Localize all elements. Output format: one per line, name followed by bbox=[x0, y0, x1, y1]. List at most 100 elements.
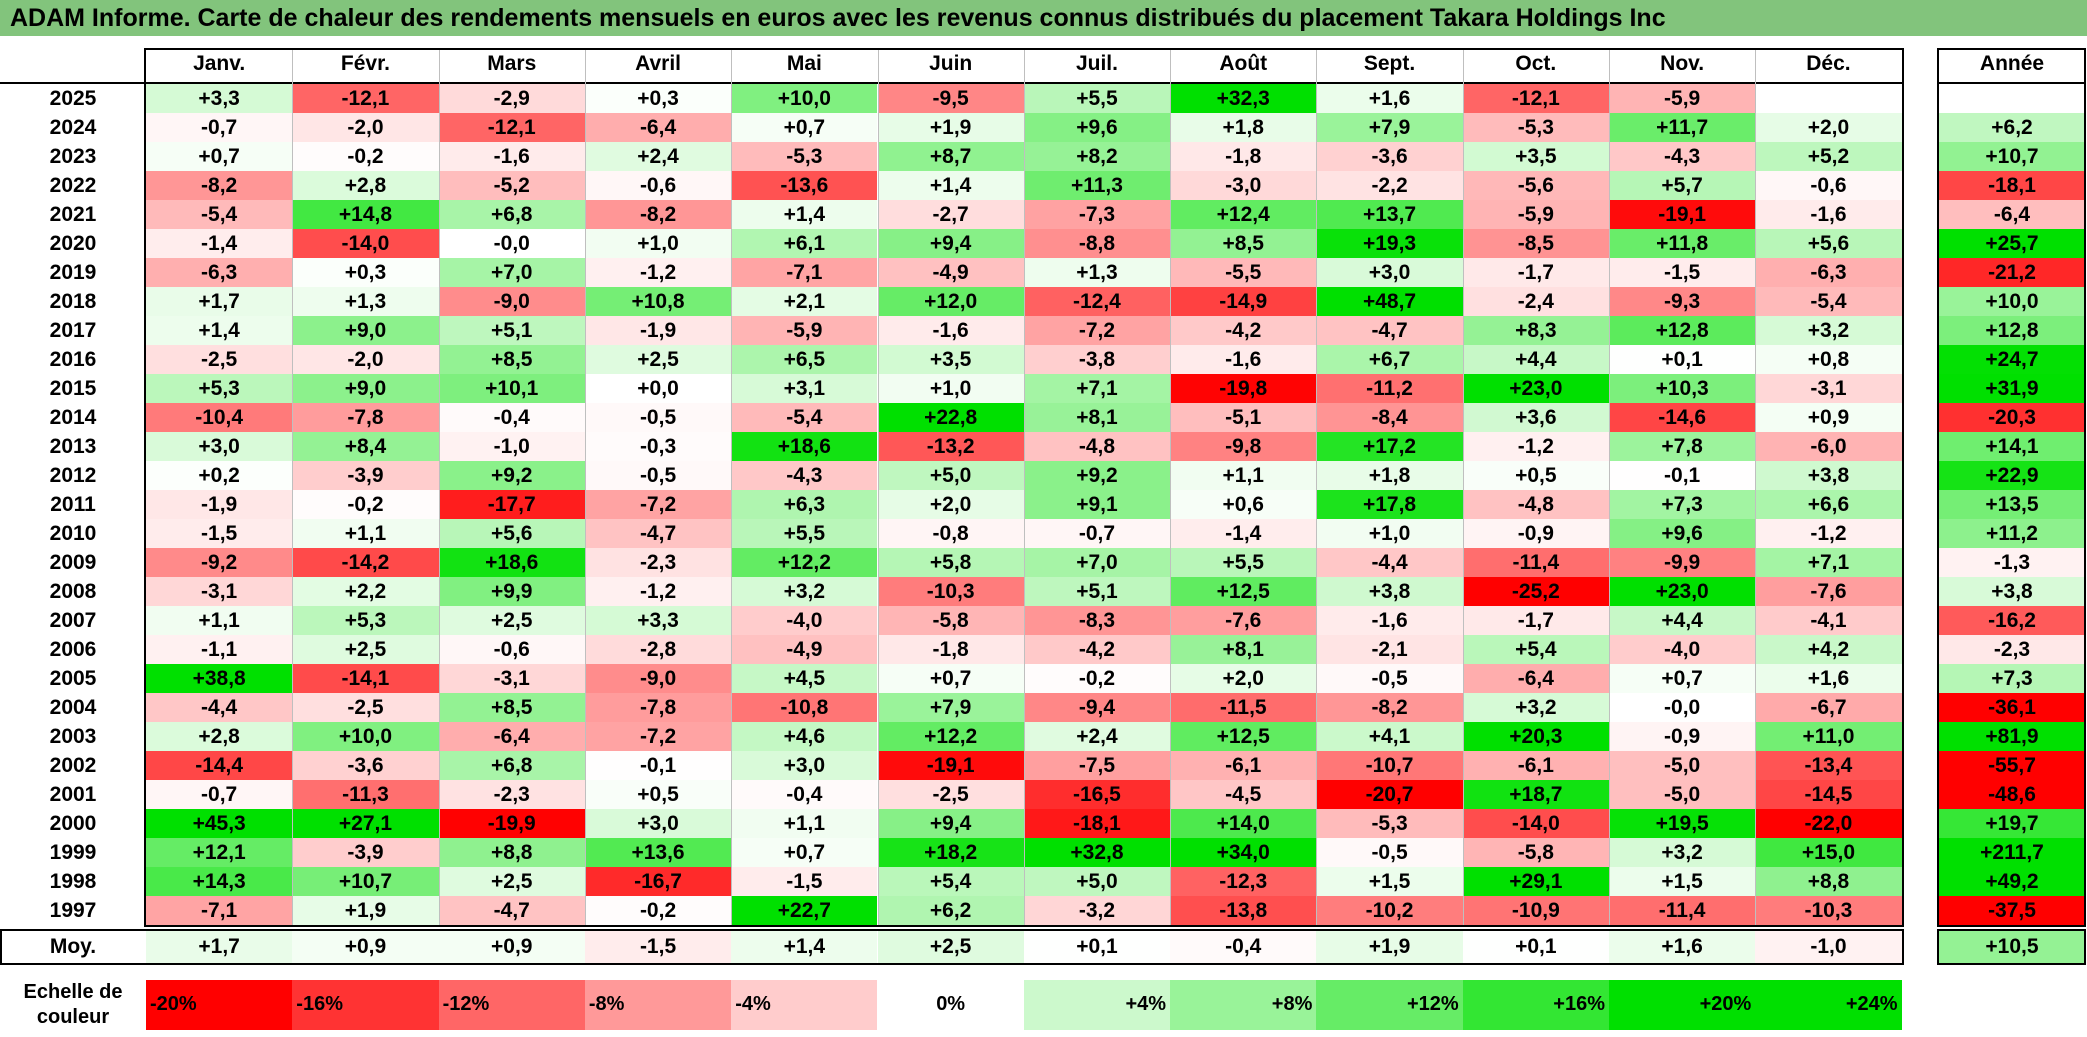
heatmap-cell: -9,0 bbox=[438, 287, 585, 316]
heatmap-cell: -3,1 bbox=[146, 577, 293, 606]
heatmap-cell: -8,2 bbox=[1316, 693, 1463, 722]
scale-cell: 0% bbox=[877, 980, 1024, 1030]
heatmap-cell: -12,1 bbox=[438, 113, 585, 142]
heatmap-cell: -7,2 bbox=[1023, 316, 1171, 345]
heatmap-cell: -5,8 bbox=[1462, 838, 1609, 867]
heatmap-cell: +10,0 bbox=[731, 84, 878, 113]
heatmap-cell: +4,4 bbox=[1609, 606, 1756, 635]
heatmap-cell: -10,7 bbox=[1316, 751, 1463, 780]
heatmap-cell: -4,3 bbox=[1609, 142, 1756, 171]
heatmap-cell: +2,0 bbox=[1755, 113, 1902, 142]
heatmap-cell: +3,0 bbox=[1316, 258, 1463, 287]
heatmap-cell: -20,7 bbox=[1316, 780, 1463, 809]
heatmap-cell: +3,2 bbox=[731, 577, 878, 606]
heatmap-cell: +2,4 bbox=[584, 142, 732, 171]
heatmap-cell: +5,5 bbox=[1170, 548, 1317, 577]
heatmap-cell: +22,8 bbox=[877, 403, 1024, 432]
heatmap-cell: +13,7 bbox=[1316, 200, 1463, 229]
heatmap-cell: +23,0 bbox=[1609, 577, 1756, 606]
heatmap-cell: +5,2 bbox=[1755, 142, 1902, 171]
heatmap-cell: -2,3 bbox=[438, 780, 585, 809]
heatmap-cell: -5,4 bbox=[1755, 287, 1902, 316]
heatmap-cell: -11,4 bbox=[1609, 896, 1756, 925]
heatmap-cell: -3,1 bbox=[1755, 374, 1902, 403]
heatmap-cell: +1,1 bbox=[292, 519, 439, 548]
heatmap-cell: -4,4 bbox=[1316, 548, 1463, 577]
heatmap-cell: +12,1 bbox=[146, 838, 293, 867]
heatmap-cell: +1,0 bbox=[877, 374, 1024, 403]
heatmap-cell: +9,6 bbox=[1023, 113, 1171, 142]
heatmap-cell: -2,0 bbox=[292, 113, 439, 142]
heatmap-cell: -14,5 bbox=[1755, 780, 1902, 809]
heatmap-cell: +2,5 bbox=[438, 606, 585, 635]
heatmap-cell: +7,3 bbox=[1609, 490, 1756, 519]
average-cell: +0,1 bbox=[1462, 931, 1609, 963]
heatmap-cell: +9,9 bbox=[438, 577, 585, 606]
heatmap-cell: -0,2 bbox=[292, 142, 439, 171]
heatmap-cell: +19,3 bbox=[1316, 229, 1463, 258]
heatmap-cell: +9,0 bbox=[292, 316, 439, 345]
heatmap-cell: -2,8 bbox=[584, 635, 732, 664]
heatmap-cell: +22,7 bbox=[731, 896, 878, 925]
heatmap-cell: -1,9 bbox=[146, 490, 293, 519]
heatmap-cell: +1,9 bbox=[292, 896, 439, 925]
heatmap-cell: +11,0 bbox=[1755, 722, 1902, 751]
heatmap-cell: -7,1 bbox=[731, 258, 878, 287]
column-divider bbox=[1024, 50, 1025, 925]
heatmap-cell: -4,3 bbox=[731, 461, 878, 490]
heatmap-cell: -5,5 bbox=[1170, 258, 1317, 287]
heatmap-cell: -0,0 bbox=[1609, 693, 1756, 722]
annual-cell bbox=[1939, 84, 2085, 113]
heatmap-cell: -5,3 bbox=[1316, 809, 1463, 838]
heatmap-cell: -6,4 bbox=[1462, 664, 1609, 693]
heatmap-cell: +3,5 bbox=[1462, 142, 1609, 171]
heatmap-cell: -14,0 bbox=[292, 229, 439, 258]
average-cell: +1,6 bbox=[1609, 931, 1756, 963]
scale-cell: -20% bbox=[146, 980, 293, 1030]
heatmap-cell: -0,3 bbox=[584, 432, 732, 461]
heatmap-cell: -3,2 bbox=[1023, 896, 1171, 925]
heatmap-cell: -0,4 bbox=[438, 403, 585, 432]
annual-cell: +7,3 bbox=[1939, 664, 2085, 693]
heatmap-cell: +0,7 bbox=[731, 838, 878, 867]
heatmap-cell: +12,2 bbox=[731, 548, 878, 577]
heatmap-cell: -2,7 bbox=[877, 200, 1024, 229]
heatmap-cell: -1,7 bbox=[1462, 258, 1609, 287]
heatmap-cell: -0,2 bbox=[292, 490, 439, 519]
heatmap-cell: -7,8 bbox=[292, 403, 439, 432]
heatmap-cell: +14,8 bbox=[292, 200, 439, 229]
average-cell: +1,9 bbox=[1316, 931, 1463, 963]
heatmap-cell: -0,5 bbox=[1316, 838, 1463, 867]
heatmap-cell: -6,7 bbox=[1755, 693, 1902, 722]
year-label: 2019 bbox=[49, 261, 97, 284]
heatmap-cell: -10,9 bbox=[1462, 896, 1609, 925]
heatmap-cell: -1,2 bbox=[1462, 432, 1609, 461]
heatmap-cell: +9,4 bbox=[877, 809, 1024, 838]
heatmap-cell: -13,6 bbox=[731, 171, 878, 200]
heatmap-cell: +2,0 bbox=[877, 490, 1024, 519]
heatmap-cell: +0,7 bbox=[877, 664, 1024, 693]
month-header: Févr. bbox=[340, 52, 390, 75]
column-divider bbox=[1609, 50, 1610, 925]
heatmap-cell: +8,1 bbox=[1023, 403, 1171, 432]
annual-cell: +14,1 bbox=[1939, 432, 2085, 461]
heatmap-cell: -19,9 bbox=[438, 809, 585, 838]
heatmap-cell: +1,8 bbox=[1316, 461, 1463, 490]
heatmap-cell: +17,8 bbox=[1316, 490, 1463, 519]
month-header: Janv. bbox=[193, 52, 246, 75]
heatmap-cell: +2,8 bbox=[292, 171, 439, 200]
heatmap-cell: +29,1 bbox=[1462, 867, 1609, 896]
heatmap-cell: +5,4 bbox=[1462, 635, 1609, 664]
heatmap-cell: +10,8 bbox=[584, 287, 732, 316]
heatmap-cell: -14,6 bbox=[1609, 403, 1756, 432]
heatmap-cell: -19,1 bbox=[877, 751, 1024, 780]
heatmap-cell: +7,9 bbox=[877, 693, 1024, 722]
year-label: 2004 bbox=[49, 696, 97, 719]
heatmap-cell: -6,1 bbox=[1170, 751, 1317, 780]
heatmap-cell: +3,0 bbox=[731, 751, 878, 780]
heatmap-cell: +20,3 bbox=[1462, 722, 1609, 751]
annual-cell: +31,9 bbox=[1939, 374, 2085, 403]
heatmap-cell: +6,5 bbox=[731, 345, 878, 374]
heatmap-cell: +8,1 bbox=[1170, 635, 1317, 664]
heatmap-cell: +1,7 bbox=[146, 287, 293, 316]
